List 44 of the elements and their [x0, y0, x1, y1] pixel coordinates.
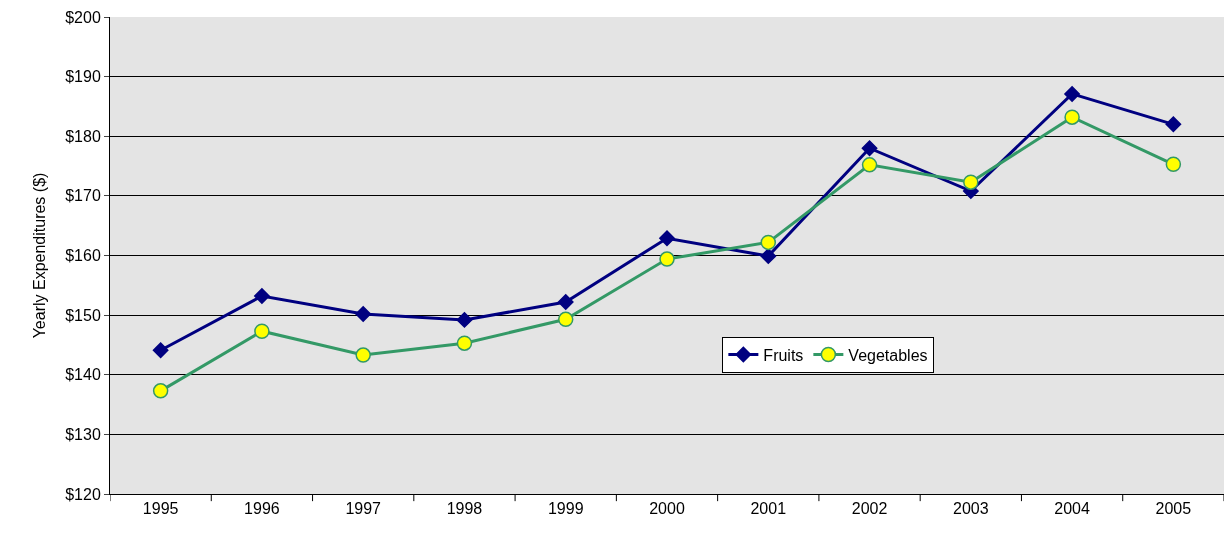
y-axis-title: Yearly Expenditures ($) — [31, 172, 49, 339]
y-tick-label: $120 — [65, 485, 101, 503]
x-tick-label: 2002 — [851, 500, 888, 518]
x-tick-label: 1997 — [345, 500, 382, 518]
x-tick-label: 2005 — [1155, 500, 1192, 518]
y-tick-label: $180 — [65, 127, 101, 145]
y-tick-label: $150 — [65, 306, 101, 324]
point — [456, 312, 473, 328]
x-tick-label: 2000 — [649, 500, 685, 518]
point — [1165, 156, 1182, 173]
point — [1064, 109, 1080, 125]
y-tick-label: $170 — [65, 187, 101, 205]
x-tick-label: 1998 — [446, 500, 483, 518]
point — [254, 323, 270, 339]
y-tick-label: $140 — [65, 366, 101, 384]
y-tick-label: $190 — [65, 68, 101, 86]
point — [861, 140, 878, 157]
point — [861, 157, 878, 173]
y-tick-label: $130 — [65, 425, 101, 443]
point — [659, 251, 675, 267]
x-tick-label: 2004 — [1054, 500, 1090, 518]
point — [557, 294, 574, 310]
point — [1165, 116, 1182, 133]
point — [659, 230, 675, 247]
point — [152, 342, 169, 359]
point — [254, 288, 270, 304]
point — [355, 306, 372, 322]
y-tick-label: $160 — [65, 247, 101, 265]
y-tick-label: $200 — [65, 8, 101, 26]
point — [557, 311, 574, 328]
point — [963, 174, 979, 190]
x-tick-label: 1995 — [142, 500, 179, 518]
x-tick-label: 2001 — [750, 500, 787, 518]
legend-label: Vegetables — [848, 346, 928, 364]
point — [152, 383, 169, 399]
x-tick-label: 1999 — [547, 500, 584, 518]
point — [760, 248, 777, 264]
x-tick-label: 1996 — [244, 500, 280, 518]
legend-label: Fruits — [763, 346, 804, 364]
point — [760, 234, 777, 251]
point — [1064, 86, 1080, 102]
point — [456, 335, 473, 351]
x-tick-label: 2003 — [953, 500, 989, 518]
point — [355, 347, 371, 363]
